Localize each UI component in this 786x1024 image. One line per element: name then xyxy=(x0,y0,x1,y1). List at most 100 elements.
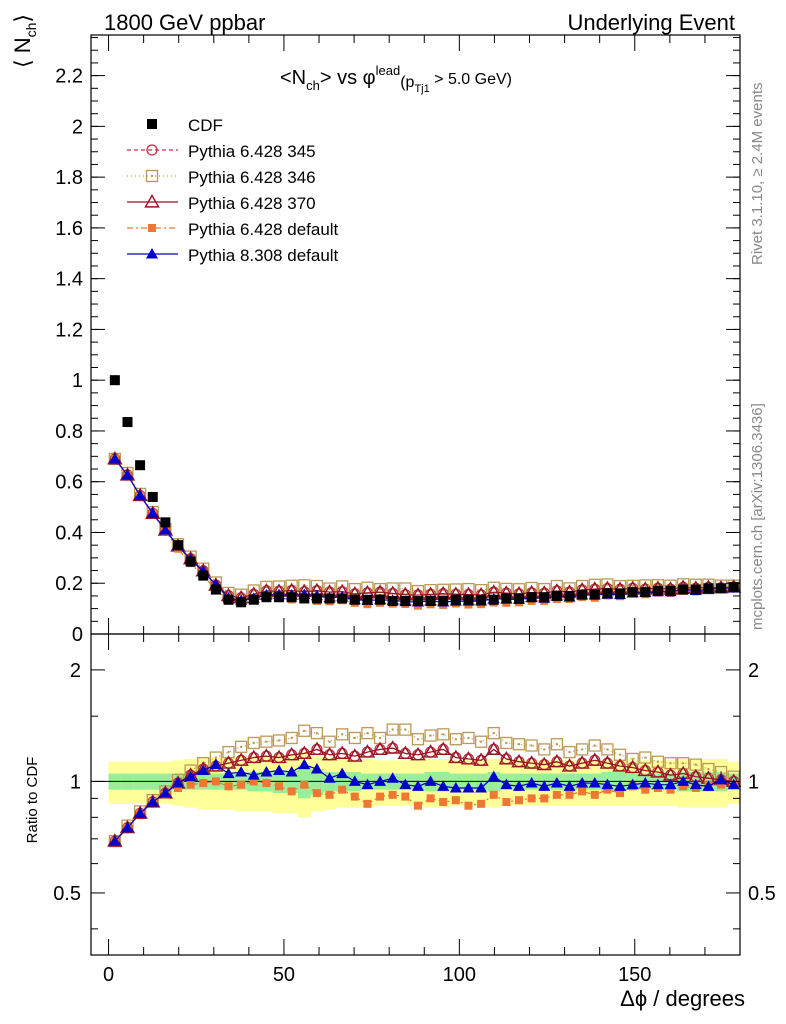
cdf-data-point xyxy=(223,594,234,605)
ratio-data-point xyxy=(186,780,195,789)
ratio-data-point xyxy=(386,723,399,736)
ratio-data-point xyxy=(410,746,426,761)
ratio-data-point xyxy=(578,787,587,796)
cdf-data-point xyxy=(501,593,512,604)
cdf-data-point xyxy=(615,588,626,599)
ratio-data-point xyxy=(199,779,208,788)
legend-label: Pythia 6.428 345 xyxy=(188,142,316,161)
y-tick-label: 1.4 xyxy=(55,269,83,291)
ratio-data-point xyxy=(664,778,677,790)
ratio-data-point xyxy=(473,752,489,766)
ratio-data-point-dot xyxy=(265,740,268,743)
ratio-data-point-dot xyxy=(505,741,508,745)
cdf-data-point xyxy=(122,417,133,428)
cdf-data-point xyxy=(577,589,588,600)
ratio-data-point xyxy=(146,795,159,807)
ratio-data-point xyxy=(523,755,540,769)
y-tick-label: 2 xyxy=(72,116,83,138)
ratio-data-point xyxy=(336,767,349,779)
cdf-data-point xyxy=(513,593,524,604)
ratio-data-point xyxy=(359,744,376,758)
legend-label: Pythia 6.428 370 xyxy=(188,194,316,213)
ratio-data-point xyxy=(334,745,350,760)
legend-label: Pythia 6.428 346 xyxy=(188,168,316,187)
ratio-data-point-dot xyxy=(707,767,710,771)
cdf-data-point xyxy=(589,589,600,600)
ratio-data-point xyxy=(651,755,665,768)
y-tick-label: 1.6 xyxy=(55,218,83,240)
cdf-data-point xyxy=(412,596,423,607)
ratio-data-point xyxy=(614,780,627,791)
ratio-data-point xyxy=(487,770,500,782)
ratio-data-point xyxy=(637,762,653,777)
ratio-band-inner xyxy=(310,769,324,795)
ratio-data-point xyxy=(512,780,525,791)
cdf-data-point xyxy=(135,460,146,471)
ratio-data-point-dot xyxy=(606,748,609,751)
ratio-data-point xyxy=(361,726,374,740)
ratio-data-point xyxy=(702,780,715,791)
cdf-data-point xyxy=(160,517,171,528)
ratio-data-point xyxy=(283,746,300,761)
ratio-data-point xyxy=(435,741,451,756)
ratio-data-point-dot xyxy=(340,733,344,736)
ratio-y-tick-label-right: 2 xyxy=(748,660,759,682)
ratio-data-point xyxy=(563,780,576,791)
ratio-data-point xyxy=(399,778,412,790)
ratio-data-point xyxy=(285,731,298,745)
ratio-data-point-dot xyxy=(631,757,634,761)
ratio-data-point xyxy=(172,777,185,788)
ratio-data-point xyxy=(448,749,464,764)
ratio-data-point xyxy=(247,736,260,750)
cdf-data-point xyxy=(387,596,398,607)
cdf-data-point xyxy=(690,584,701,595)
ratio-data-point xyxy=(209,758,222,770)
ratio-data-point-dot xyxy=(214,756,218,759)
ratio-data-point xyxy=(197,764,210,776)
ratio-data-point xyxy=(576,777,589,788)
cdf-data-point xyxy=(400,596,411,607)
series-line xyxy=(114,458,734,607)
ratio-data-point xyxy=(563,745,576,759)
ratio-data-point xyxy=(386,772,399,783)
ratio-data-point xyxy=(384,740,401,754)
cdf-data-point xyxy=(678,584,689,595)
ratio-data-point xyxy=(550,777,563,788)
x-tick-label: 150 xyxy=(618,964,651,986)
ratio-data-point xyxy=(588,739,601,752)
legend-marker-dot xyxy=(150,174,154,178)
ratio-y-tick-label: 0.5 xyxy=(53,883,81,905)
cdf-data-point xyxy=(539,592,550,603)
cdf-data-point xyxy=(185,556,196,567)
cdf-data-point xyxy=(564,590,575,601)
legend-marker xyxy=(144,194,160,208)
ratio-data-point-dot xyxy=(555,743,559,746)
ratio-data-point xyxy=(260,766,273,777)
ratio-data-point-dot xyxy=(315,731,319,735)
ratio-data-point xyxy=(727,778,740,790)
ratio-data-point-dot xyxy=(328,740,331,743)
cdf-data-point xyxy=(425,596,436,607)
ratio-data-point-dot xyxy=(454,738,458,741)
ratio-data-point xyxy=(462,731,475,745)
ratio-data-point xyxy=(426,794,435,803)
ratio-data-point-dot xyxy=(656,760,660,763)
cdf-data-point xyxy=(173,540,184,551)
ratio-data-point-dot xyxy=(467,736,470,740)
ratio-data-point xyxy=(717,780,726,789)
ratio-data-point xyxy=(475,781,488,793)
ratio-data-point xyxy=(487,726,500,740)
cdf-data-point xyxy=(286,592,297,603)
y-tick-label: 0.6 xyxy=(55,472,83,494)
ratio-data-point-dot xyxy=(644,756,647,759)
x-tick-label: 0 xyxy=(103,964,114,986)
ratio-data-point xyxy=(323,772,336,783)
ratio-data-point xyxy=(498,751,515,765)
ratio-data-point xyxy=(296,745,312,760)
ratio-data-point xyxy=(500,736,513,750)
ratio-data-point xyxy=(271,749,287,764)
ratio-data-point xyxy=(540,794,549,803)
ratio-data-point xyxy=(211,777,220,786)
ratio-data-point xyxy=(159,787,172,798)
cdf-data-point xyxy=(299,593,310,604)
